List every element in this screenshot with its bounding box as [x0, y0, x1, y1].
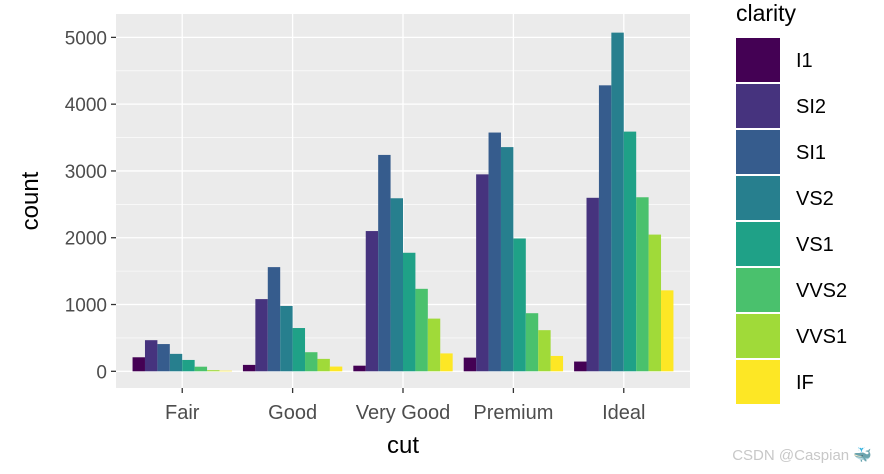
bar-fair-si2: [144, 340, 158, 372]
bar-fair-vs2: [169, 353, 183, 372]
bar-good-vvs2: [305, 352, 318, 372]
legend-label-si2: SI2: [796, 96, 826, 118]
bar-ideal-vs2: [611, 32, 624, 372]
y-tick-label: 2000: [65, 229, 107, 250]
bars: [132, 32, 674, 372]
bar-ideal-vvs2: [636, 197, 649, 372]
legend-key-vvs1: [736, 314, 780, 358]
bar-ideal-si1: [598, 85, 612, 372]
bar-good-vs1: [292, 328, 306, 372]
legend-key-si2: [736, 84, 780, 128]
bar-ideal-if: [661, 290, 674, 372]
legend-key-if: [736, 360, 780, 404]
legend-key-vs2: [736, 176, 780, 220]
y-tick-label: 4000: [65, 95, 107, 116]
legend: clarity I1 SI2 SI1 VS2 VS1 VVS2 VVS1 IF: [736, 0, 847, 404]
bar-very-good-vs2: [390, 198, 403, 372]
bar-ideal-si2: [586, 197, 599, 372]
legend-label-if: IF: [796, 372, 814, 394]
bar-premium-si2: [476, 174, 489, 372]
bar-fair-vvs2: [194, 366, 208, 372]
y-axis: 0 1000 2000 3000 4000 5000: [65, 28, 116, 383]
x-axis-title: cut: [387, 432, 419, 459]
bar-fair-si1: [157, 344, 170, 372]
x-tick-label: Fair: [165, 402, 200, 424]
legend-key-vs1: [736, 222, 780, 266]
legend-label-i1: I1: [796, 50, 813, 72]
bar-fair-if: [219, 370, 232, 372]
bar-good-si2: [255, 299, 268, 372]
bar-very-good-vvs1: [427, 318, 441, 372]
y-tick-label: 5000: [65, 28, 107, 49]
legend-label-vs1: VS1: [796, 234, 834, 256]
legend-label-si1: SI1: [796, 142, 826, 164]
y-tick-label: 0: [96, 362, 107, 383]
bar-good-if: [329, 366, 343, 372]
legend-key-i1: [736, 38, 780, 82]
x-axis: Fair Good Very Good Premium Ideal: [165, 388, 645, 424]
bar-very-good-vs1: [403, 252, 416, 372]
bar-very-good-si1: [378, 154, 391, 372]
bar-premium-vvs1: [538, 330, 551, 372]
bar-good-vs2: [280, 305, 293, 372]
y-axis-title: count: [17, 171, 44, 230]
bar-ideal-vs1: [623, 131, 637, 372]
x-tick-label: Good: [268, 402, 317, 424]
bar-ideal-i1: [574, 361, 587, 372]
bar-very-good-if: [440, 353, 453, 372]
bar-good-vvs1: [317, 358, 330, 372]
bar-premium-if: [550, 355, 564, 372]
bar-ideal-vvs1: [648, 234, 662, 372]
bar-fair-vvs1: [207, 370, 220, 372]
legend-label-vvs2: VVS2: [796, 280, 847, 302]
x-tick-label: Premium: [473, 402, 553, 424]
x-tick-label: Ideal: [602, 402, 645, 424]
legend-key-si1: [736, 130, 780, 174]
legend-items: I1 SI2 SI1 VS2 VS1 VVS2 VVS1 IF: [736, 38, 847, 404]
bar-very-good-vvs2: [415, 288, 428, 372]
bar-premium-si1: [488, 132, 501, 372]
y-tick-label: 1000: [65, 296, 107, 317]
legend-key-vvs2: [736, 268, 780, 312]
bar-premium-vs2: [500, 147, 514, 372]
legend-label-vvs1: VVS1: [796, 326, 847, 348]
legend-title: clarity: [736, 0, 797, 26]
bar-premium-vvs2: [525, 313, 539, 372]
bar-fair-i1: [132, 357, 145, 372]
bar-very-good-i1: [353, 365, 366, 372]
bar-premium-vs1: [513, 238, 526, 372]
legend-label-vs2: VS2: [796, 188, 834, 210]
x-tick-label: Very Good: [356, 402, 451, 424]
bar-good-i1: [242, 364, 256, 372]
bar-very-good-si2: [365, 231, 379, 372]
y-tick-label: 3000: [65, 162, 107, 183]
watermark: CSDN @Caspian 🐳: [732, 447, 872, 464]
bar-fair-vs1: [182, 359, 195, 372]
bar-premium-i1: [463, 357, 477, 372]
bar-good-si1: [267, 267, 281, 372]
